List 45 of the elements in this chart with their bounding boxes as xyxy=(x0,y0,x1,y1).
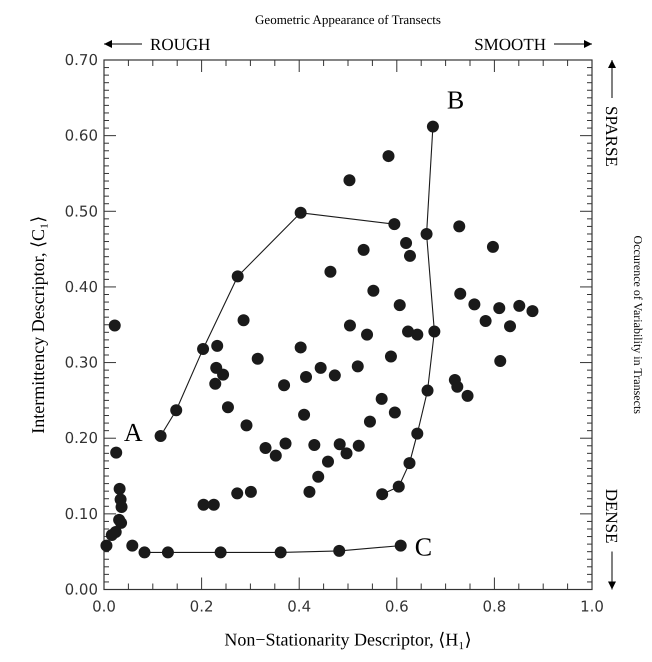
y-tick-label: 0.30 xyxy=(64,354,98,372)
point xyxy=(428,326,440,338)
y-tick-label: 0.00 xyxy=(64,580,98,598)
y-tick-label: 0.70 xyxy=(64,51,98,69)
y-tick-label: 0.20 xyxy=(64,429,98,448)
annotation: B xyxy=(446,86,464,115)
x-tick-label: 0.6 xyxy=(384,598,409,616)
point xyxy=(197,342,210,355)
point xyxy=(138,546,151,558)
annotation: C xyxy=(414,532,432,562)
point xyxy=(214,546,227,558)
point xyxy=(388,218,400,230)
point xyxy=(162,546,174,558)
point xyxy=(420,228,433,240)
x-tick-label: 0.0 xyxy=(92,598,116,616)
point xyxy=(403,457,416,470)
text: ROUGH xyxy=(150,35,210,54)
x-tick-label: 1.0 xyxy=(580,598,604,616)
point xyxy=(394,540,407,552)
text: SPARSE xyxy=(602,106,621,167)
x-tick-label: 0.4 xyxy=(287,598,312,616)
point xyxy=(376,488,388,500)
y-tick-label: 0.40 xyxy=(64,278,98,296)
point xyxy=(294,206,307,219)
point xyxy=(411,428,424,440)
text: SMOOTH xyxy=(474,35,546,54)
y-axis-title: Intermittency Descriptor, ⟨C₁⟩ xyxy=(28,216,48,434)
point xyxy=(274,546,287,558)
x-axis-title: Non−Stationarity Descriptor, ⟨H₁⟩ xyxy=(224,630,472,650)
point xyxy=(392,480,405,493)
point xyxy=(170,404,182,416)
text: DENSE xyxy=(602,488,621,544)
annotation: A xyxy=(124,418,143,447)
x-tick-label: 0.2 xyxy=(190,598,214,616)
y-tick-label: 0.50 xyxy=(64,202,98,220)
point xyxy=(333,544,346,557)
point xyxy=(422,384,434,397)
y-tick-label: 0.10 xyxy=(64,504,98,523)
y-tick-label: 0.60 xyxy=(64,126,98,145)
x-tick-label: 0.8 xyxy=(482,598,506,616)
point xyxy=(154,430,167,442)
point xyxy=(426,120,439,133)
chart-title: Geometric Appearance of Transects xyxy=(255,12,441,27)
y2-axis-title: Occurence of Variability in Transects xyxy=(631,236,645,414)
point xyxy=(232,270,244,282)
